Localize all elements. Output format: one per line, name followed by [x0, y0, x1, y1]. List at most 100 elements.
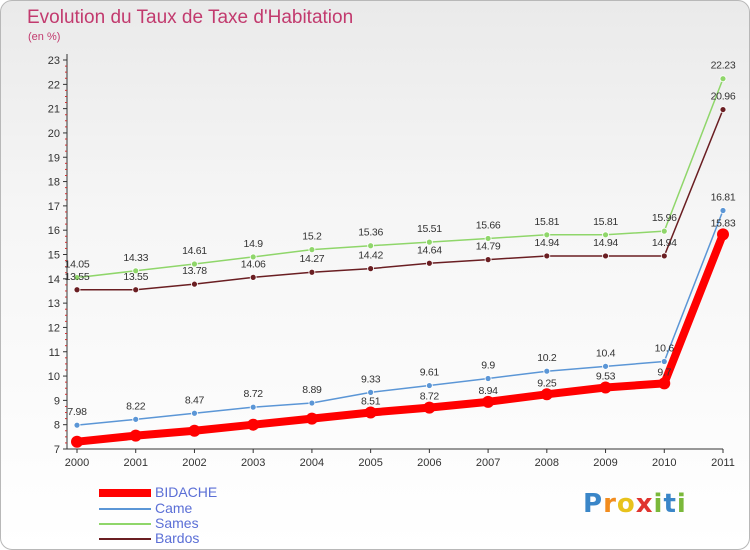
y-tick-label: 13: [48, 298, 60, 310]
data-point-bardos: [308, 268, 316, 276]
data-point-bidache: [364, 406, 377, 419]
x-tick-label: 2009: [593, 457, 617, 469]
data-point-sames: [719, 75, 727, 83]
y-tick-label: 7: [54, 444, 60, 456]
data-label-bardos: 14.79: [476, 241, 501, 253]
data-point-sames: [191, 260, 198, 268]
data-label-came: 9.61: [420, 367, 440, 379]
data-point-sames: [602, 231, 609, 239]
data-point-bidache: [482, 395, 495, 408]
x-tick-label: 2004: [300, 457, 324, 469]
x-tick-label: 2008: [535, 457, 559, 469]
chart-title: Evolution du Taux de Taxe d'Habitation: [27, 7, 354, 28]
data-point-came: [191, 409, 198, 417]
x-tick-label: 2003: [241, 457, 265, 469]
data-point-came: [484, 375, 492, 382]
legend-item-bidache: BIDACHE: [99, 484, 299, 501]
data-label-sames: 15.2: [302, 231, 322, 243]
data-label-came: 16.81: [711, 191, 736, 203]
data-point-came: [73, 421, 81, 429]
data-label-came: 10.2: [537, 352, 557, 364]
data-label-sames: 14.05: [65, 259, 90, 271]
data-point-bardos: [191, 280, 198, 288]
data-label-sames: 15.96: [652, 212, 677, 224]
data-label-came: 7.98: [67, 406, 87, 418]
data-point-bidache: [599, 381, 612, 394]
y-tick-label: 10: [48, 371, 60, 383]
data-point-bidache: [71, 435, 83, 448]
y-tick-label: 14: [48, 274, 60, 286]
data-point-came: [719, 207, 727, 214]
y-tick-label: 23: [48, 55, 60, 67]
x-tick-label: 2010: [652, 457, 676, 469]
y-tick-label: 16: [48, 225, 60, 237]
y-tick-label: 21: [48, 104, 60, 116]
data-point-came: [660, 358, 668, 365]
data-label-sames: 15.66: [476, 219, 501, 231]
data-label-came: 10.6: [655, 342, 675, 354]
data-label-bidache: 8.72: [420, 391, 440, 403]
data-point-came: [367, 388, 375, 396]
data-point-bardos: [602, 252, 609, 260]
y-tick-label: 18: [48, 177, 60, 189]
data-label-sames: 15.36: [358, 227, 383, 239]
data-point-came: [249, 403, 257, 411]
data-label-bidache: 9.7: [657, 366, 671, 378]
y-tick-label: 20: [48, 128, 60, 140]
legend-item-sames: Sames: [99, 515, 299, 532]
legend-label-bardos: Bardos: [155, 530, 200, 546]
data-label-came: 9.9: [481, 359, 495, 371]
data-point-bardos: [73, 286, 81, 294]
data-point-bidache: [540, 388, 553, 401]
data-point-sames: [425, 238, 433, 246]
data-point-bardos: [249, 273, 257, 281]
x-tick-label: 2005: [358, 457, 382, 469]
x-tick-label: 2011: [711, 457, 735, 469]
series-line-sames: [76, 78, 724, 279]
legend-item-came: Came: [99, 500, 299, 517]
chart-unit-label: (en %): [28, 31, 61, 43]
data-point-bardos: [484, 256, 492, 264]
data-label-bardos: 13.78: [182, 265, 207, 277]
y-tick-label: 17: [48, 201, 60, 213]
x-tick-label: 2007: [476, 457, 500, 469]
y-tick-label: 22: [48, 79, 60, 91]
data-label-sames: 14.61: [182, 245, 207, 257]
data-label-sames: 15.81: [593, 216, 618, 228]
series-line-came: [76, 210, 724, 426]
data-label-bardos: 14.06: [241, 258, 266, 270]
data-label-sames: 15.81: [534, 216, 559, 228]
data-point-sames: [132, 267, 140, 275]
data-label-bidache: 9.25: [537, 377, 557, 389]
data-point-bidache: [423, 401, 436, 414]
y-tick-label: 12: [48, 322, 60, 334]
data-label-sames: 14.9: [244, 238, 264, 250]
data-point-bidache: [305, 412, 318, 425]
data-label-bidache: 15.83: [711, 217, 736, 229]
legend-swatch-sames: [99, 523, 151, 525]
data-label-bardos: 13.55: [65, 271, 90, 283]
data-point-bidache: [188, 424, 201, 437]
data-point-bardos: [543, 252, 551, 260]
data-point-sames: [249, 253, 257, 261]
legend-item-bardos: Bardos: [99, 530, 299, 547]
y-tick-label: 15: [48, 250, 60, 262]
legend-label-bidache: BIDACHE: [155, 484, 218, 500]
x-tick-label: 2002: [182, 457, 206, 469]
data-label-bardos: 13.55: [123, 271, 148, 283]
data-point-came: [543, 367, 551, 375]
data-point-bardos: [660, 252, 668, 260]
x-tick-label: 2000: [65, 457, 89, 469]
data-point-sames: [543, 231, 551, 239]
data-label-sames: 15.51: [417, 223, 442, 235]
data-point-sames: [73, 274, 81, 281]
data-point-came: [132, 415, 140, 423]
y-tick-label: 8: [54, 420, 60, 432]
data-point-bidache: [247, 418, 260, 431]
data-label-bidache: 8.94: [478, 385, 498, 397]
data-label-bardos: 14.27: [300, 253, 325, 265]
series-line-bidache: [76, 232, 727, 446]
data-point-came: [425, 382, 433, 389]
data-label-sames: 14.33: [123, 252, 148, 264]
